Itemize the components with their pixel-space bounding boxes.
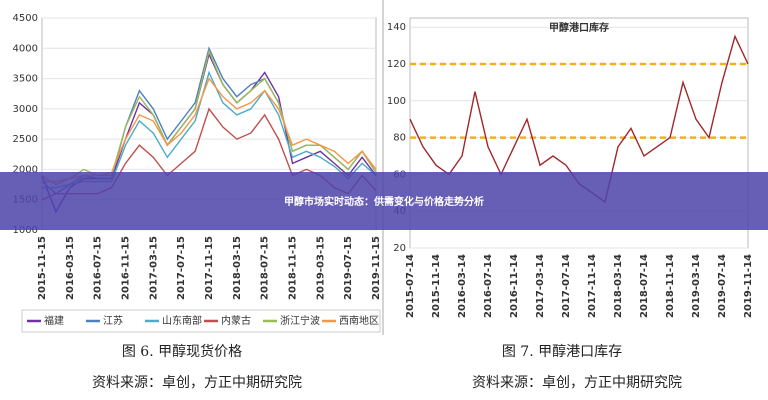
source: 资料来源：卓创，方正中期研究院: [92, 375, 302, 391]
x-tick-label: 2016-07-15: [93, 236, 104, 300]
y-tick-label: 3500: [13, 74, 38, 85]
x-tick-label: 2015-11-15: [37, 236, 48, 300]
x-tick-label: 2018-11-15: [288, 236, 299, 300]
y-tick-label: 140: [387, 22, 406, 33]
x-tick-label: 2019-07-14: [717, 254, 728, 318]
y-tick-label: 80: [393, 133, 406, 144]
y-tick-label: 120: [387, 59, 406, 70]
x-tick-label: 2016-11-15: [121, 236, 132, 300]
legend-label: 内蒙古: [221, 314, 251, 327]
x-tick-label: 2018-07-14: [639, 254, 650, 318]
x-tick-label: 2017-03-14: [535, 254, 546, 318]
x-tick-label: 2017-11-15: [204, 236, 215, 300]
y-tick-label: 2500: [13, 134, 38, 145]
y-tick-label: 20: [393, 243, 406, 254]
x-tick-label: 2019-11-14: [743, 254, 754, 318]
y-tick-label: 100: [387, 96, 406, 107]
legend-frame: [21, 309, 381, 333]
x-tick-label: 2016-11-14: [509, 254, 520, 318]
x-tick-label: 2015-07-14: [405, 254, 416, 318]
x-tick-label: 2017-07-14: [561, 254, 572, 318]
chart-title: 甲醇港口库存: [549, 21, 609, 34]
caption: 图 7. 甲醇港口库存: [502, 343, 622, 360]
x-tick-label: 2016-03-15: [65, 236, 76, 300]
x-tick-label: 2018-03-14: [613, 254, 624, 318]
source: 资料来源：卓创，方正中期研究院: [472, 375, 682, 391]
caption: 图 6. 甲醇现货价格: [122, 343, 242, 360]
legend-label: 江苏: [103, 314, 123, 327]
x-tick-label: 2017-11-14: [587, 254, 598, 318]
banner-bar: [0, 172, 768, 230]
x-tick-label: 2016-07-14: [483, 254, 494, 318]
legend-label: 山东南部: [162, 314, 202, 327]
y-tick-label: 2000: [13, 164, 38, 175]
x-tick-label: 2017-03-15: [148, 236, 159, 300]
x-tick-label: 2018-07-15: [260, 236, 271, 300]
x-tick-label: 2019-11-15: [371, 236, 382, 300]
y-tick-label: 4500: [13, 13, 38, 24]
banner-text: 甲醇市场实时动态：供需变化与价格走势分析: [284, 195, 484, 208]
legend-label: 福建: [44, 314, 64, 327]
x-tick-label: 2016-03-14: [457, 254, 468, 318]
x-tick-label: 2017-07-15: [176, 236, 187, 300]
legend-label: 浙江宁波: [280, 314, 320, 327]
x-tick-label: 2018-11-14: [665, 254, 676, 318]
x-tick-label: 2019-03-14: [691, 254, 702, 318]
legend-label: 西南地区: [339, 314, 379, 327]
x-tick-label: 2019-03-15: [315, 236, 326, 300]
y-tick-label: 1000: [13, 225, 38, 236]
x-tick-label: 2015-11-14: [431, 254, 442, 318]
x-tick-label: 2018-03-15: [232, 236, 243, 300]
x-tick-label: 2019-07-15: [343, 236, 354, 300]
y-tick-label: 4000: [13, 43, 38, 54]
y-tick-label: 3000: [13, 104, 38, 115]
